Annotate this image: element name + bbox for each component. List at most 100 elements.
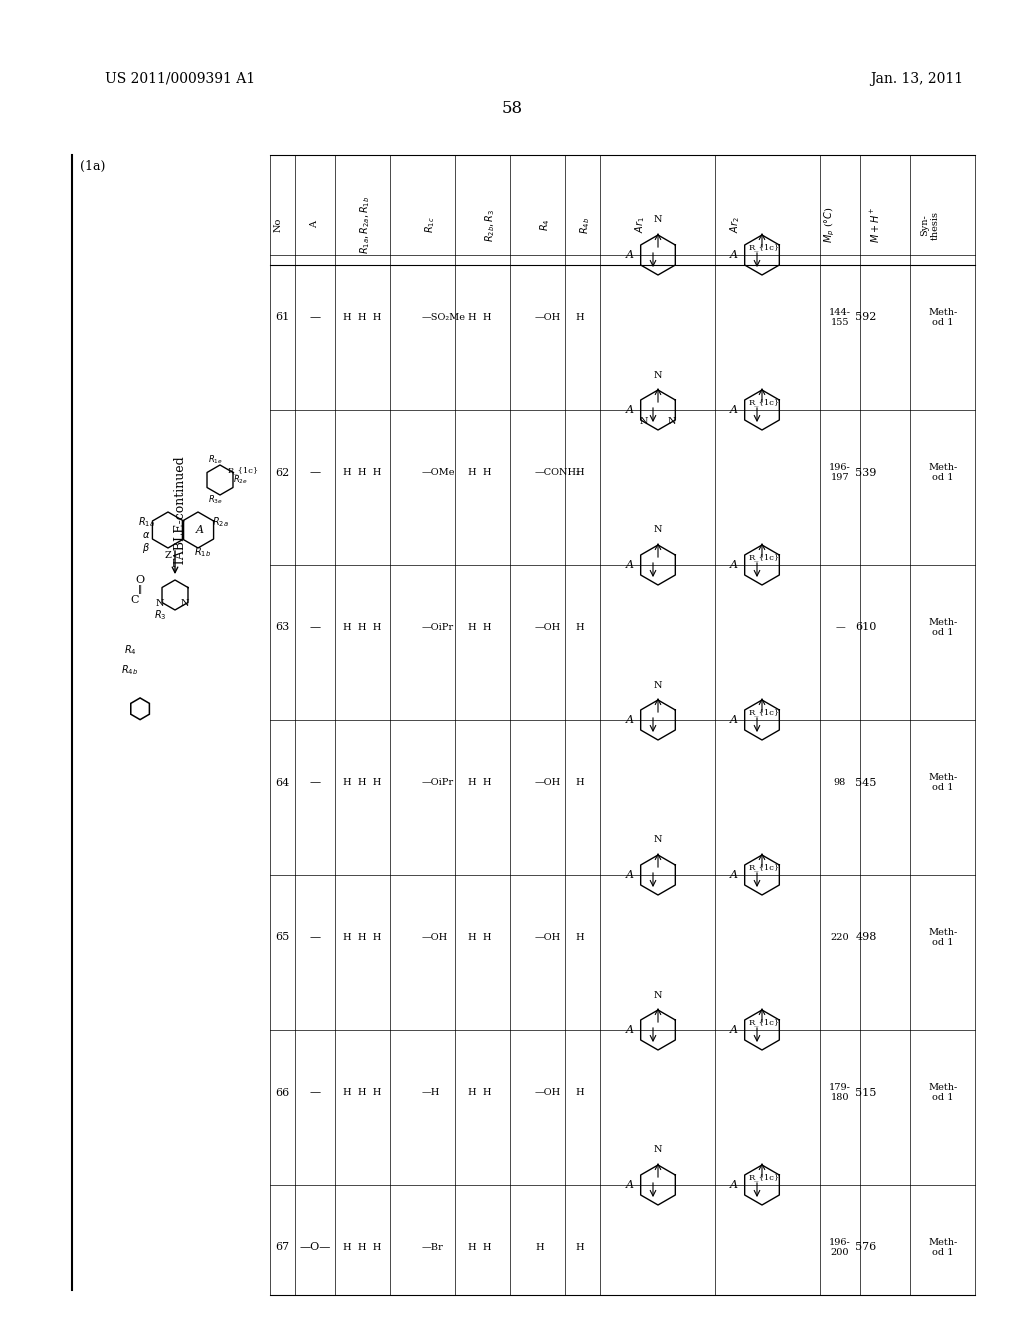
Text: 65: 65 (274, 932, 289, 942)
Text: N: N (653, 836, 663, 845)
Text: H  H  H: H H H (343, 313, 381, 322)
Text: 545: 545 (855, 777, 877, 788)
Text: —OiPr: —OiPr (422, 623, 454, 632)
Text: $R_{1b}$: $R_{1b}$ (195, 545, 212, 558)
Text: $M_p$ ($°C$): $M_p$ ($°C$) (823, 207, 838, 243)
Text: 63: 63 (274, 623, 289, 632)
Text: A: A (310, 222, 319, 228)
Text: —O—: —O— (299, 1242, 331, 1253)
Text: R_{1c}: R_{1c} (749, 1018, 779, 1026)
Text: —: — (309, 313, 321, 322)
Text: Meth-
od 1: Meth- od 1 (929, 928, 957, 948)
Text: R_{1c}: R_{1c} (749, 243, 779, 251)
Text: ⬡: ⬡ (128, 696, 153, 723)
Text: $R_{2b}, R_3$: $R_{2b}, R_3$ (483, 209, 497, 242)
Text: 144-
155: 144- 155 (829, 308, 851, 327)
Text: $R_{4b}$: $R_{4b}$ (122, 663, 138, 677)
Text: $R_4$: $R_4$ (538, 219, 552, 231)
Text: Syn-
thesis: Syn- thesis (921, 210, 940, 239)
Text: $R_{1e}$: $R_{1e}$ (208, 454, 222, 466)
Text: H  H: H H (468, 777, 492, 787)
Text: A: A (626, 715, 634, 725)
Text: N: N (653, 215, 663, 224)
Text: O: O (135, 576, 144, 585)
Text: N: N (653, 371, 663, 380)
Text: —: — (309, 932, 321, 942)
Text: A: A (730, 249, 738, 260)
Text: H  H: H H (468, 933, 492, 942)
Text: Meth-
od 1: Meth- od 1 (929, 308, 957, 327)
Text: H: H (575, 1243, 585, 1251)
Text: Meth-
od 1: Meth- od 1 (929, 1082, 957, 1102)
Text: 66: 66 (274, 1088, 289, 1097)
Text: A: A (626, 1180, 634, 1191)
Text: A: A (196, 525, 204, 535)
Text: N: N (156, 598, 164, 607)
Text: Z: Z (165, 550, 171, 560)
Text: $M+H^+$: $M+H^+$ (868, 207, 882, 243)
Text: A: A (626, 560, 634, 570)
Text: H  H: H H (468, 469, 492, 477)
Text: Meth-
od 1: Meth- od 1 (929, 772, 957, 792)
Text: N: N (640, 417, 648, 426)
Text: Jan. 13, 2011: Jan. 13, 2011 (870, 73, 964, 86)
Text: $R_{3e}$: $R_{3e}$ (208, 494, 222, 507)
Text: H: H (575, 933, 585, 942)
Text: $Ar_2$: $Ar_2$ (728, 216, 742, 234)
Text: —: — (309, 1088, 321, 1097)
Text: 196-
200: 196- 200 (829, 1238, 851, 1257)
Text: Meth-
od 1: Meth- od 1 (929, 618, 957, 638)
Text: —H: —H (422, 1088, 440, 1097)
Text: —OH: —OH (422, 933, 449, 942)
Text: $\alpha$: $\alpha$ (142, 531, 151, 540)
Text: R_{1c}: R_{1c} (749, 553, 779, 561)
Text: N: N (653, 525, 663, 535)
Text: $R_{2a}$: $R_{2a}$ (212, 515, 228, 529)
Text: —CONH₂: —CONH₂ (535, 469, 581, 477)
Text: H  H: H H (468, 313, 492, 322)
Text: H  H  H: H H H (343, 777, 381, 787)
Text: 64: 64 (274, 777, 289, 788)
Text: —: — (309, 777, 321, 788)
Text: 515: 515 (855, 1088, 877, 1097)
Text: A: A (730, 1180, 738, 1191)
Text: H  H: H H (468, 1088, 492, 1097)
Text: (1a): (1a) (80, 160, 105, 173)
Text: A: A (626, 870, 634, 880)
Text: H  H  H: H H H (343, 1243, 381, 1251)
Text: H  H: H H (468, 623, 492, 632)
Text: 179-
180: 179- 180 (829, 1082, 851, 1102)
Text: Meth-
od 1: Meth- od 1 (929, 463, 957, 482)
Text: No: No (273, 218, 283, 232)
Text: A: A (730, 715, 738, 725)
Text: $R_{4b}$: $R_{4b}$ (579, 216, 592, 234)
Text: —: — (836, 623, 845, 632)
Text: A: A (730, 405, 738, 414)
Text: C: C (131, 595, 139, 605)
Text: A: A (626, 249, 634, 260)
Text: H  H  H: H H H (343, 469, 381, 477)
Text: —OH: —OH (535, 313, 561, 322)
Text: H: H (575, 777, 585, 787)
Text: 61: 61 (274, 313, 289, 322)
Text: —OH: —OH (535, 1088, 561, 1097)
Text: H: H (575, 623, 585, 632)
Text: $\beta$: $\beta$ (142, 541, 150, 554)
Text: N: N (653, 1146, 663, 1155)
Text: H: H (575, 469, 585, 477)
Text: ‖: ‖ (138, 586, 142, 594)
Text: $Ar_1$: $Ar_1$ (633, 216, 647, 234)
Text: A: A (626, 1026, 634, 1035)
Text: A: A (730, 1026, 738, 1035)
Text: $R_{1a}$: $R_{1a}$ (137, 515, 155, 529)
Text: A: A (730, 560, 738, 570)
Text: R_{1c}: R_{1c} (228, 466, 259, 474)
Text: 592: 592 (855, 313, 877, 322)
Text: 576: 576 (855, 1242, 877, 1253)
Text: —OiPr: —OiPr (422, 777, 454, 787)
Text: —OH: —OH (535, 623, 561, 632)
Text: —: — (309, 623, 321, 632)
Text: —OH: —OH (535, 777, 561, 787)
Text: A: A (730, 870, 738, 880)
Text: Meth-
od 1: Meth- od 1 (929, 1238, 957, 1257)
